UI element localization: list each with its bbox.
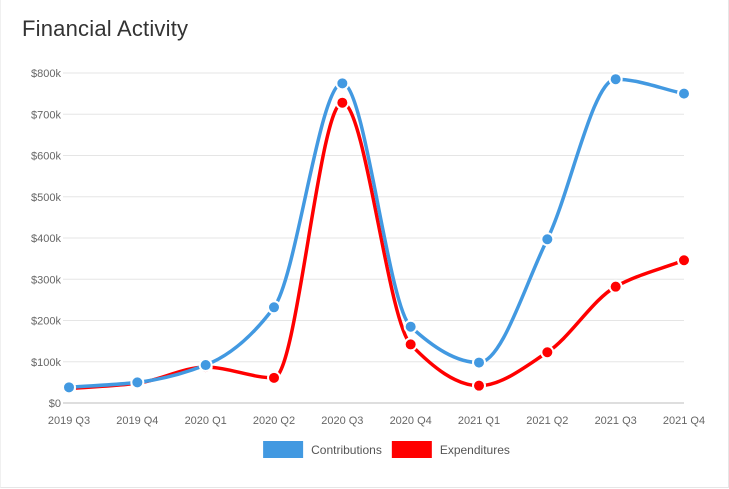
- data-point[interactable]: [540, 232, 555, 247]
- x-axis-labels: 2019 Q3 2019 Q4 2020 Q1 2020 Q2 2020 Q3 2020 …: [48, 415, 705, 427]
- x-tick-label: 2020 Q1: [185, 415, 227, 427]
- data-point[interactable]: [472, 378, 486, 393]
- series-line: [67, 100, 686, 391]
- data-point[interactable]: [267, 370, 281, 385]
- y-tick-label: $500k: [31, 192, 61, 204]
- x-tick-label: 2021 Q2: [526, 415, 568, 427]
- x-tick-label: 2020 Q3: [321, 415, 363, 427]
- legend-label: Contributions: [311, 443, 382, 457]
- chart-title: Financial Activity: [22, 16, 189, 41]
- data-point[interactable]: [198, 358, 213, 373]
- data-point[interactable]: [403, 337, 418, 352]
- y-tick-label: $600k: [31, 151, 61, 163]
- x-tick-label: 2021 Q4: [663, 415, 705, 427]
- legend-swatch: [263, 441, 304, 458]
- series-line: [67, 77, 686, 390]
- data-point[interactable]: [677, 253, 691, 268]
- x-tick-label: 2019 Q4: [116, 415, 158, 427]
- data-point[interactable]: [608, 72, 623, 87]
- y-tick-label: $300k: [31, 274, 61, 286]
- grid-lines: [63, 72, 684, 404]
- legend-swatch: [391, 441, 432, 458]
- data-point[interactable]: [130, 375, 145, 390]
- x-tick-label: 2020 Q4: [390, 415, 432, 427]
- data-point[interactable]: [62, 380, 76, 395]
- y-tick-label: $400k: [31, 233, 61, 245]
- data-point[interactable]: [267, 300, 281, 315]
- legend-label: Expenditures: [440, 443, 510, 457]
- data-point[interactable]: [608, 279, 623, 294]
- y-axis-labels: $0 $100k $200k $300k $400k $500k $600k $700k $80…: [31, 68, 61, 410]
- legend-item-contributions[interactable]: Contributions: [263, 441, 382, 458]
- y-tick-label: $100k: [31, 357, 61, 369]
- series-layer: [62, 72, 691, 396]
- legend-item-expenditures[interactable]: Expenditures: [391, 441, 510, 458]
- y-tick-label: $800k: [31, 68, 61, 80]
- y-tick-label: $700k: [31, 109, 61, 121]
- series-expenditures: [62, 95, 691, 396]
- series-contributions: [62, 72, 691, 395]
- data-point[interactable]: [335, 76, 350, 91]
- data-point[interactable]: [472, 355, 486, 370]
- data-point[interactable]: [403, 319, 418, 334]
- data-point[interactable]: [335, 95, 350, 110]
- y-tick-label: $0: [49, 398, 61, 410]
- data-point[interactable]: [677, 86, 691, 101]
- x-tick-label: 2021 Q1: [458, 415, 500, 427]
- legend: Contributions Expenditures: [263, 441, 510, 458]
- data-point[interactable]: [540, 345, 555, 360]
- y-tick-label: $200k: [31, 316, 61, 328]
- x-tick-label: 2019 Q3: [48, 415, 90, 427]
- x-tick-label: 2020 Q2: [253, 415, 295, 427]
- x-tick-label: 2021 Q3: [595, 415, 637, 427]
